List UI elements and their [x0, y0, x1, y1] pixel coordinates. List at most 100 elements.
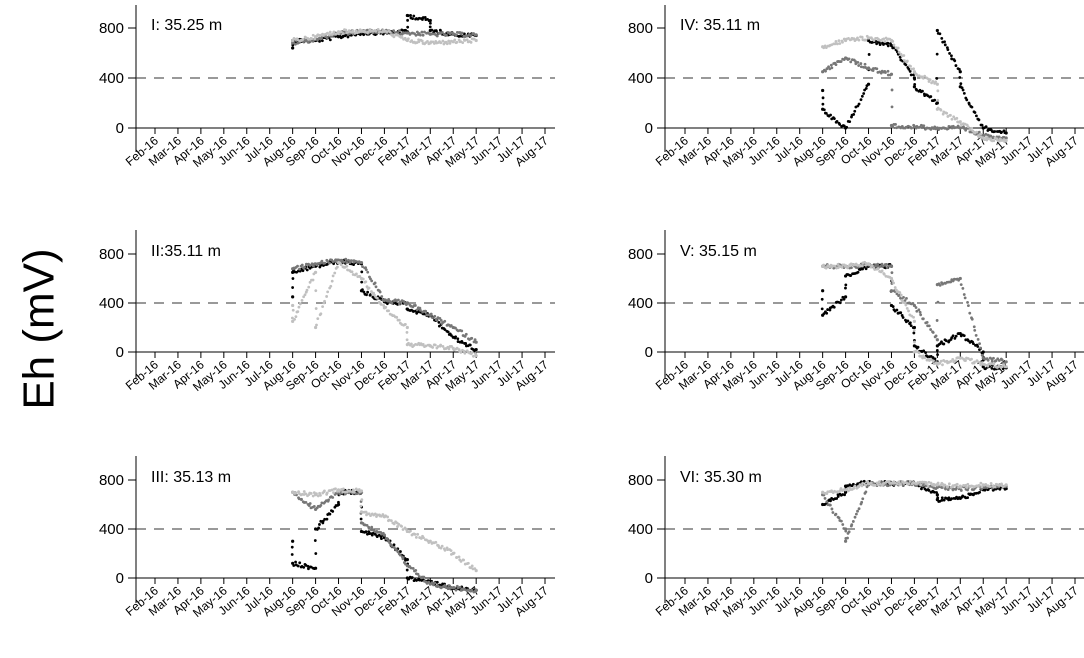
data-point: [955, 482, 959, 486]
data-point: [470, 564, 474, 568]
data-point: [909, 64, 912, 68]
data-point: [399, 550, 402, 553]
data-point: [302, 295, 306, 299]
data-point: [933, 357, 937, 361]
data-point: [331, 510, 335, 513]
data-point: [861, 481, 865, 485]
y-tick-label: 400: [628, 521, 653, 538]
data-point: [1000, 365, 1004, 369]
data-point: [891, 279, 894, 283]
data-point: [935, 493, 939, 497]
data-point: [959, 283, 963, 287]
data-point: [474, 588, 478, 592]
data-point: [474, 354, 478, 358]
data-point: [980, 123, 984, 127]
data-point: [944, 339, 948, 343]
data-point: [854, 60, 857, 63]
data-point: [474, 33, 478, 37]
data-point: [902, 54, 906, 57]
data-point: [301, 37, 305, 41]
data-point: [323, 517, 327, 521]
data-point: [951, 488, 955, 492]
series-2: [821, 56, 1008, 141]
data-point: [435, 34, 439, 38]
data-point: [891, 125, 895, 129]
data-point: [944, 487, 947, 491]
data-point: [424, 309, 428, 313]
data-point: [829, 63, 833, 67]
data-point: [304, 500, 308, 504]
data-point: [862, 479, 866, 483]
data-point: [419, 33, 422, 37]
data-point: [932, 490, 936, 494]
data-point: [308, 264, 312, 267]
data-point: [396, 550, 400, 554]
data-point: [384, 305, 388, 309]
data-point: [315, 492, 318, 496]
data-point: [319, 263, 323, 267]
data-point: [301, 269, 305, 273]
data-point: [313, 325, 318, 330]
data-point: [431, 346, 435, 349]
data-point: [950, 54, 953, 58]
data-point: [913, 340, 916, 344]
data-point: [864, 87, 868, 90]
data-point: [912, 331, 916, 335]
data-point: [443, 319, 447, 323]
data-point: [907, 309, 910, 313]
data-point: [412, 310, 415, 313]
data-point: [908, 321, 912, 325]
data-point: [954, 64, 958, 67]
data-point: [411, 567, 415, 570]
data-point: [958, 120, 962, 124]
y-tick-label: 800: [99, 246, 124, 263]
data-point: [294, 491, 298, 495]
data-point: [875, 265, 879, 268]
data-point: [891, 39, 895, 43]
data-point: [975, 130, 979, 134]
data-point: [878, 482, 882, 486]
data-point: [319, 37, 323, 41]
data-point: [332, 30, 336, 34]
data-point: [454, 326, 457, 330]
data-point: [939, 359, 943, 363]
data-point: [307, 285, 311, 289]
data-point: [924, 482, 928, 486]
data-point: [957, 67, 961, 71]
data-point: [899, 482, 902, 486]
data-point: [311, 33, 315, 37]
data-point: [392, 543, 396, 547]
data-point: [318, 39, 321, 43]
data-point: [912, 328, 916, 332]
y-tick-label: 400: [99, 521, 124, 538]
data-point: [972, 325, 976, 329]
data-point: [823, 497, 827, 500]
data-point: [856, 270, 860, 274]
data-point: [421, 343, 425, 346]
data-point: [421, 33, 425, 37]
data-point: [989, 482, 993, 485]
data-point: [935, 52, 939, 56]
data-point: [362, 33, 366, 37]
data-point: [423, 30, 426, 34]
data-point: [361, 265, 364, 269]
data-point: [914, 306, 918, 309]
data-point: [314, 552, 318, 555]
data-point: [291, 539, 295, 543]
data-point: [909, 73, 913, 77]
data-point: [947, 496, 951, 500]
data-point: [954, 488, 958, 491]
data-point: [880, 269, 884, 273]
data-point: [831, 511, 835, 514]
data-point: [352, 488, 355, 492]
data-point: [833, 42, 837, 46]
data-point: [308, 280, 312, 284]
data-point: [344, 257, 348, 261]
data-point: [902, 59, 906, 62]
data-point: [461, 41, 465, 45]
data-point: [392, 35, 396, 39]
data-point: [428, 21, 432, 25]
data-point: [1004, 483, 1008, 487]
data-point: [339, 263, 343, 267]
data-point: [966, 125, 970, 129]
